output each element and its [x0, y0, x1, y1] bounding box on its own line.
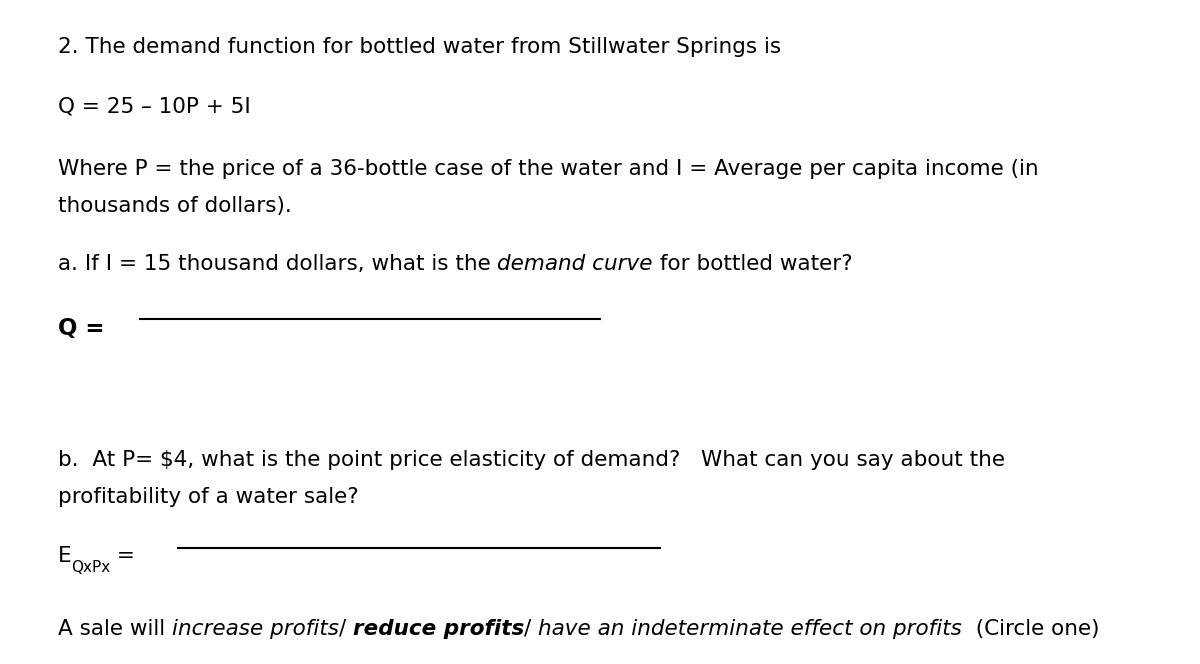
Text: Q = 25 – 10P + 5I: Q = 25 – 10P + 5I — [58, 96, 251, 116]
Text: 2. The demand function for bottled water from Stillwater Springs is: 2. The demand function for bottled water… — [58, 37, 781, 56]
Text: increase profits: increase profits — [172, 619, 338, 639]
Text: QxPx: QxPx — [71, 560, 110, 576]
Text: /: / — [524, 619, 538, 639]
Text: thousands of dollars).: thousands of dollars). — [58, 196, 292, 216]
Text: E: E — [58, 546, 71, 566]
Text: b.  At P= $4, what is the point price elasticity of demand?   What can you say a: b. At P= $4, what is the point price ela… — [58, 450, 1004, 470]
Text: demand curve: demand curve — [497, 254, 653, 274]
Text: a. If I = 15 thousand dollars, what is the: a. If I = 15 thousand dollars, what is t… — [58, 254, 497, 274]
Text: for bottled water?: for bottled water? — [653, 254, 852, 274]
Text: =: = — [110, 546, 136, 566]
Text: reduce profits: reduce profits — [353, 619, 524, 639]
Text: Q =: Q = — [58, 317, 104, 341]
Text: profitability of a water sale?: profitability of a water sale? — [58, 487, 359, 507]
Text: (Circle one): (Circle one) — [962, 619, 1099, 639]
Text: A sale will: A sale will — [58, 619, 172, 639]
Text: /: / — [338, 619, 353, 639]
Text: Where P = the price of a 36-bottle case of the water and I = Average per capita : Where P = the price of a 36-bottle case … — [58, 159, 1038, 179]
Text: have an indeterminate effect on profits: have an indeterminate effect on profits — [538, 619, 962, 639]
